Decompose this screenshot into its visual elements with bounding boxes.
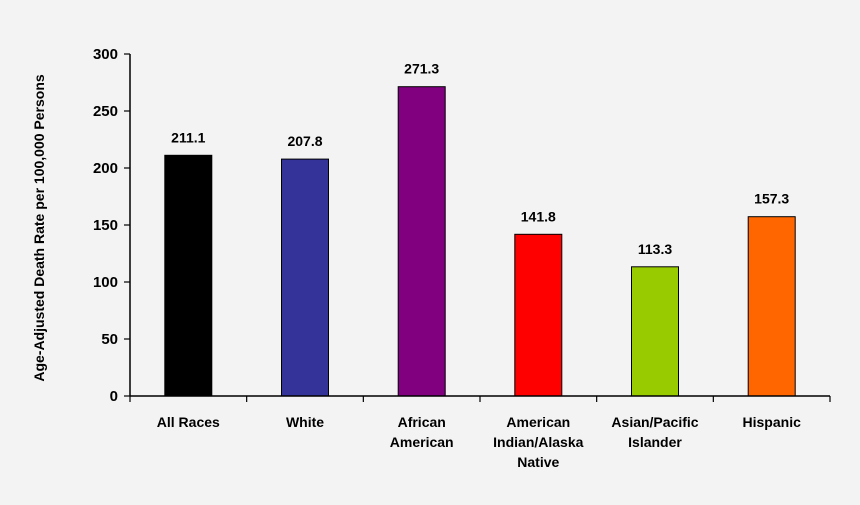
- bar: [747, 216, 796, 397]
- y-tick-label: 150: [93, 217, 118, 234]
- category-label-line: Indian/Alaska: [493, 434, 583, 450]
- category-label-line: African: [398, 414, 446, 430]
- category-label: All Races: [157, 414, 220, 430]
- category-label-line: White: [286, 414, 324, 430]
- category-label-line: Native: [517, 454, 559, 470]
- y-tick-label: 100: [93, 274, 118, 291]
- y-axis-title-group: Age-Adjusted Death Rate per 100,000 Pers…: [31, 74, 47, 382]
- y-tick-label: 250: [93, 103, 118, 120]
- bar: [631, 266, 679, 397]
- category-label-line: American: [390, 434, 454, 450]
- category-label-line: Asian/Pacific: [611, 414, 698, 430]
- bar: [514, 233, 563, 397]
- y-tick-labels-layer: 0 50 100 150 200 250 300: [93, 46, 118, 405]
- category-label: Hispanic: [743, 414, 802, 430]
- category-label: White: [286, 414, 324, 430]
- data-label: 271.3: [404, 61, 439, 77]
- y-tick-label: 300: [93, 46, 118, 63]
- category-label-line: Hispanic: [743, 414, 802, 430]
- category-label-line: Islander: [628, 434, 682, 450]
- category-label-line: American: [506, 414, 570, 430]
- y-tick-label: 200: [93, 160, 118, 177]
- bar: [397, 86, 446, 397]
- category-label: Asian/Pacific Islander: [611, 414, 698, 450]
- bars-layer: [164, 86, 796, 397]
- data-label: 113.3: [638, 241, 672, 257]
- category-labels-layer: All Races White African American American Ind…: [157, 414, 801, 470]
- category-label: African American: [390, 414, 454, 450]
- y-axis-title: Age-Adjusted Death Rate per 100,000 Pers…: [31, 74, 47, 382]
- bar: [281, 158, 329, 397]
- category-label: American Indian/Alaska Native: [493, 414, 583, 470]
- data-label: 211.1: [171, 129, 205, 145]
- y-tick-label: 50: [101, 331, 118, 348]
- axes-layer: [124, 53, 831, 402]
- y-tick-label: 0: [110, 388, 118, 405]
- data-label: 157.3: [754, 191, 789, 207]
- data-label: 207.8: [287, 133, 322, 149]
- data-label: 141.8: [521, 208, 556, 224]
- data-labels-layer: 211.1 207.8 271.3 141.8 113.3 157.3: [171, 61, 789, 257]
- bar: [164, 154, 213, 397]
- category-label-line: All Races: [157, 414, 220, 430]
